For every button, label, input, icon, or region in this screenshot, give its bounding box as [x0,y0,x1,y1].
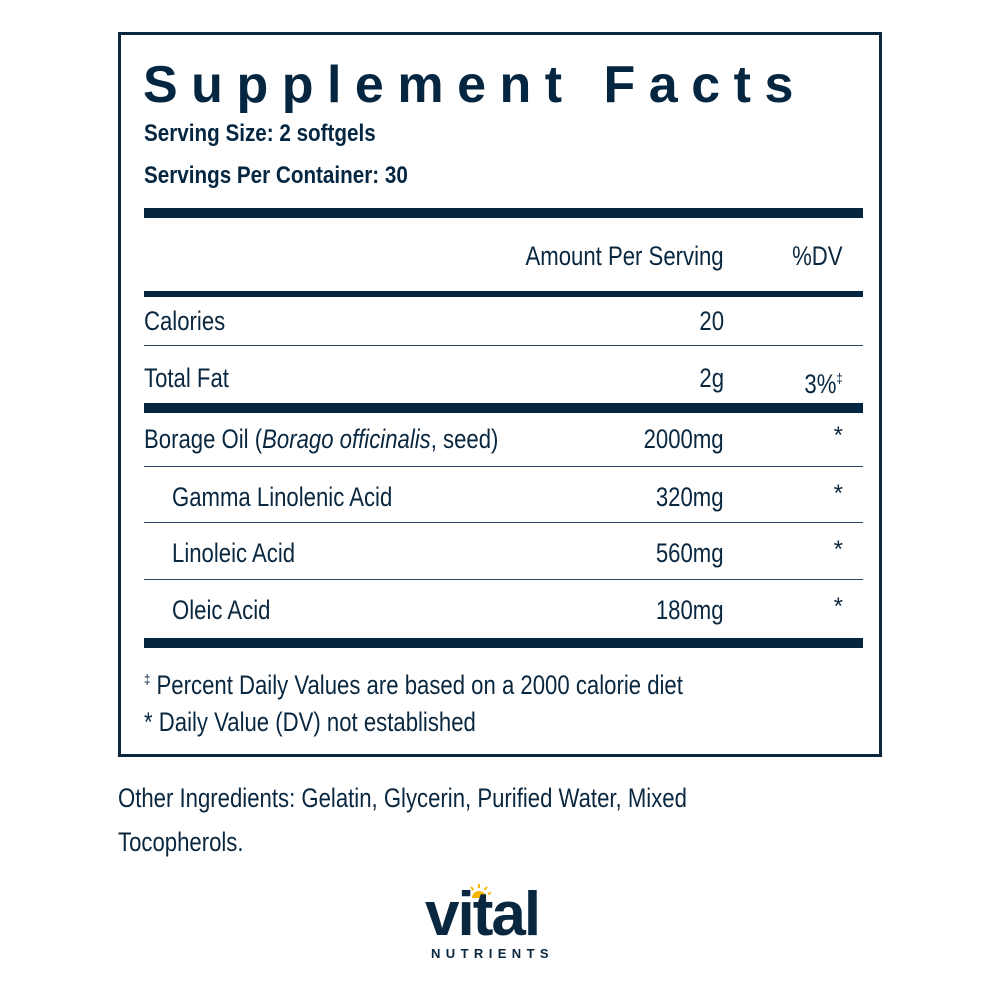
logo-wordmark: vital [425,880,541,949]
row-total-fat-dv: 3%‡ [804,369,843,399]
dv-header: %DV [792,241,843,271]
row-total-fat-amount: 2g [699,363,724,393]
row-borage-oil-amount: 2000mg [643,424,724,454]
serving-size: Serving Size: 2 softgels [144,120,376,147]
sun-icon [467,884,491,898]
servings-per-container: Servings Per Container: 30 [144,162,408,189]
row-calories-name: Calories [144,306,226,336]
divider-thin [144,522,863,523]
divider-thick [144,638,863,648]
row-calories-amount: 20 [699,306,724,336]
footnote-percent-dv: ‡ Percent Daily Values are based on a 20… [144,670,683,700]
row-gla-dv: * [833,480,843,507]
footnote-dv-not-established: * Daily Value (DV) not established [144,707,476,737]
logo-subtitle: NUTRIENTS [431,946,554,961]
divider-medium [144,291,863,297]
row-gla-amount: 320mg [656,482,724,512]
divider-thin [144,466,863,467]
row-borage-oil-dv: * [833,422,843,449]
divider-thin [144,345,863,346]
row-linoleic-dv: * [833,536,843,563]
supplement-facts-panel: Supplement Facts Serving Size: 2 softgel… [118,32,882,757]
amount-per-serving-header: Amount Per Serving [525,241,724,271]
other-ingredients-line2: Tocopherols. [118,827,244,857]
row-gla-name: Gamma Linolenic Acid [172,482,393,512]
row-oleic-dv: * [833,593,843,620]
row-total-fat-name: Total Fat [144,363,229,393]
vital-nutrients-logo: vital NUTRIENTS [425,880,575,970]
row-linoleic-name: Linoleic Acid [172,538,296,568]
row-oleic-name: Oleic Acid [172,595,271,625]
divider-thick [144,403,863,413]
divider-thin [144,579,863,580]
other-ingredients-line1: Other Ingredients: Gelatin, Glycerin, Pu… [118,783,687,813]
divider-thick [144,208,863,218]
panel-title: Supplement Facts [143,56,807,114]
row-borage-oil-name: Borage Oil (Borago officinalis, seed) [144,424,499,454]
row-linoleic-amount: 560mg [656,538,724,568]
double-dagger-mark: ‡ [836,370,843,386]
row-oleic-amount: 180mg [656,595,724,625]
